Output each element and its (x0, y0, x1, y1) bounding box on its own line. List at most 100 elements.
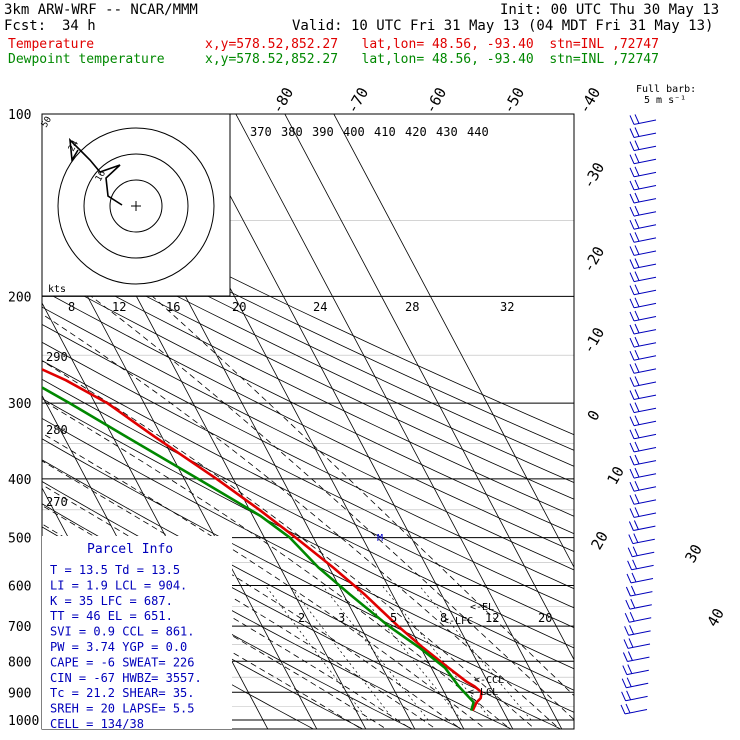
dewpoint-profile-line (42, 386, 475, 711)
wind-barb (621, 690, 648, 702)
parcel-info-background (42, 536, 232, 729)
barb-legend-value: 5 m s⁻¹ (644, 95, 687, 106)
mean-marker: M (377, 533, 383, 544)
theta-label: 400 (343, 125, 365, 139)
dry-adiabat-450 (42, 195, 574, 451)
pressure-label-900: 900 (8, 686, 31, 701)
wind-barb (620, 703, 648, 715)
wind-barb (629, 297, 657, 309)
isotherm--20 (42, 209, 318, 729)
wind-barb (629, 494, 657, 505)
wind-barb (623, 638, 651, 649)
wind-barb (629, 258, 657, 269)
moist-adiabat-25 (42, 360, 536, 729)
temperature-right-label: -10 (579, 324, 608, 356)
parcel-info-box: Parcel Info T = 13.5 Td = 13.5LI = 1.9 LC… (42, 536, 232, 731)
mixing-ratio-low-label: 3 (338, 611, 345, 625)
temperature-right-label: -30 (579, 159, 608, 191)
moist-adiabat-15 (42, 432, 487, 729)
el-marker: <-EL (470, 602, 494, 613)
wind-barb (629, 271, 657, 283)
isotherm-30 (235, 114, 563, 729)
hodograph-ring-label: 24 (67, 139, 81, 153)
parcel-info-row: K = 35 LFC = 687. (50, 594, 173, 608)
wind-barb (629, 192, 657, 204)
dry-adiabat-330 (42, 398, 574, 670)
parcel-info-row: TT = 46 EL = 651. (50, 609, 173, 623)
wind-barb (629, 415, 657, 427)
temperature-right-label: 0 (584, 407, 604, 424)
wind-barb (629, 507, 657, 518)
temperature-top-label: -50 (499, 84, 528, 116)
wind-barb (625, 585, 653, 597)
wind-barb (629, 127, 657, 138)
pressure-label-200: 200 (8, 290, 31, 305)
mixing-ratio-low-label: 2 (298, 611, 305, 625)
temperature-right-label: 20 (587, 528, 612, 553)
plot-frame (41, 113, 575, 730)
wind-barb (624, 611, 652, 623)
parcel-info-row: CAPE = -6 SWEAT= 226 (50, 655, 195, 669)
wind-barb (622, 651, 650, 662)
temperature-right-label: 40 (703, 605, 728, 630)
wind-barb (629, 114, 657, 125)
theta-label: 440 (467, 125, 489, 139)
hodograph: kts 16 24 50 (40, 113, 231, 297)
parcel-info-title: Parcel Info (87, 542, 173, 557)
dry-adiabat-400 (42, 273, 574, 535)
parcel-info-row: CIN = -67 HWBZ= 3557. (50, 671, 202, 685)
wind-barb (629, 245, 657, 256)
pressure-label-1000: 1000 (8, 714, 39, 729)
mixing-ratio-top-label: 8 (68, 300, 75, 314)
pressure-label-800: 800 (8, 655, 31, 670)
wind-barb (622, 664, 649, 676)
wind-barb (629, 349, 657, 361)
wind-barb (629, 205, 657, 217)
moist-adiabat-30 (42, 313, 561, 729)
hodograph-trace (68, 137, 123, 206)
theta-label: 370 (250, 125, 272, 139)
wind-barb (629, 310, 657, 322)
legend-dewpoint-name: Dewpoint temperature (8, 52, 165, 67)
parcel-info-row: SVI = 0.9 CCL = 861. (50, 625, 195, 639)
mixing-ratio-top-label: 16 (166, 300, 180, 314)
wind-barbs (620, 114, 657, 715)
wind-barb (628, 520, 656, 531)
theta-label: 380 (281, 125, 303, 139)
hodograph-ring (57, 127, 215, 285)
wind-barb (629, 153, 657, 165)
isotherm-50 (333, 114, 574, 569)
lfc-marker: <-LFC (443, 616, 473, 627)
dry-adiabat-350 (42, 360, 574, 629)
lcl-marker: <-LCL (468, 687, 498, 698)
mixing-ratio-low-label: 5 (390, 611, 397, 625)
pressure-label-300: 300 (8, 397, 31, 412)
forecast-label: Fcst: (4, 18, 47, 34)
init-time: Init: 00 UTC Thu 30 May 13 (500, 2, 720, 18)
dry-adiabat-360 (42, 341, 574, 609)
hodograph-ring (109, 179, 163, 233)
mixing-ratio-top-label: 24 (313, 300, 327, 314)
pressure-label-700: 700 (8, 620, 31, 635)
hodograph-kts-label: kts (48, 284, 66, 295)
parcel-info-row: SREH = 20 LAPSE= 5.5 (50, 702, 195, 716)
pressure-label-600: 600 (8, 580, 31, 595)
wind-barb (629, 428, 657, 440)
theta-label: 410 (374, 125, 396, 139)
wind-barb (629, 454, 657, 466)
wind-barb (629, 336, 657, 348)
mixing-ratio-12 (381, 585, 492, 721)
wind-barb (621, 677, 649, 689)
mixing-ratio-top-label: 12 (112, 300, 126, 314)
pressure-label-100: 100 (8, 108, 31, 123)
wind-barb (624, 625, 651, 636)
wind-barb (629, 480, 657, 492)
hodograph-ring-label: 16 (94, 169, 108, 183)
mixing-ratio-5 (322, 585, 429, 721)
dry-adiabat-430 (42, 225, 574, 483)
legend-temperature-name: Temperature (8, 37, 95, 52)
wind-barb (629, 166, 657, 178)
wind-barb (629, 376, 657, 387)
mixing-ratio-20 (419, 585, 532, 721)
hodograph-ring-label: 50 (40, 115, 54, 129)
